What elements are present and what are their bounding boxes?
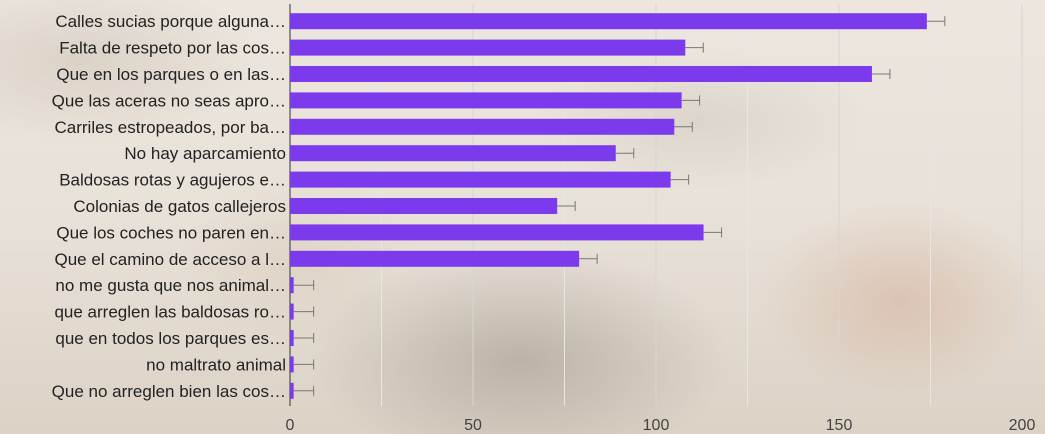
bar	[290, 356, 294, 373]
bar	[290, 145, 616, 162]
category-label: Baldosas rotas y agujeros e…	[59, 171, 286, 190]
category-label: Carriles estropeados, por ba…	[54, 118, 286, 137]
x-tick-label: 150	[826, 417, 853, 434]
category-label: que arreglen las baldosas ro…	[54, 303, 286, 322]
bar	[290, 92, 682, 109]
x-tick-label: 50	[464, 417, 482, 434]
x-tick-label: 100	[643, 417, 670, 434]
bar	[290, 118, 675, 135]
bar	[290, 303, 294, 320]
category-label: Que en los parques o en las…	[56, 65, 286, 84]
bar	[290, 382, 294, 399]
category-label: Calles sucias porque alguna…	[55, 12, 286, 31]
bar	[290, 66, 872, 82]
bar	[290, 250, 580, 267]
bar	[290, 277, 294, 294]
category-label: Falta de respeto por las cos…	[59, 39, 286, 58]
bar	[290, 13, 927, 30]
bar	[290, 198, 558, 214]
category-label: no me gusta que nos animal…	[55, 276, 286, 295]
category-label: Que no arreglen bien las cos…	[52, 382, 286, 401]
bar	[290, 171, 671, 188]
category-label: Colonias de gatos callejeros	[73, 197, 286, 216]
x-tick-label: 0	[286, 417, 295, 434]
category-label: Que el camino de acceso a l…	[54, 250, 286, 269]
category-label: no maltrato animal	[146, 355, 286, 374]
category-label: Que los coches no paren en…	[56, 223, 286, 242]
category-label: No hay aparcamiento	[124, 144, 286, 163]
category-label: que en todos los parques es…	[55, 329, 286, 348]
x-tick-label: 200	[1009, 417, 1036, 434]
bar	[290, 224, 704, 241]
bar	[290, 330, 294, 346]
bar	[290, 39, 686, 56]
category-label: Que las aceras no seas apro…	[52, 91, 286, 110]
